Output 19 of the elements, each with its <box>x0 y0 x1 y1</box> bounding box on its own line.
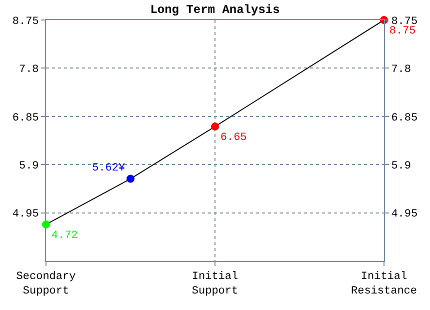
y-tick-label: 8.75 <box>12 16 39 28</box>
x-tick-label: Secondary Support <box>16 271 76 298</box>
chart-title: Long Term Analysis <box>150 3 280 18</box>
data-label: 6.65 <box>220 132 247 144</box>
data-label: 8.75 <box>389 26 416 38</box>
data-label: 5.62¥ <box>92 162 126 175</box>
y2-tick-label: 7.8 <box>391 64 412 76</box>
point <box>211 122 219 131</box>
y-tick-label: 6.85 <box>12 112 39 124</box>
y2-tick-label: 6.85 <box>391 112 418 124</box>
y-tick-label: 5.9 <box>18 160 39 172</box>
y2-tick-label: 5.9 <box>391 160 412 172</box>
point <box>126 174 134 183</box>
x-tick-label: Initial Support <box>192 271 238 298</box>
y-tick-label: 7.8 <box>18 64 39 76</box>
y2-tick-label: 4.95 <box>391 208 418 221</box>
y-tick-label: 4.95 <box>12 208 39 221</box>
data-label: 4.72 <box>51 230 78 242</box>
x-tick-label: Initial Resistance <box>350 271 418 298</box>
